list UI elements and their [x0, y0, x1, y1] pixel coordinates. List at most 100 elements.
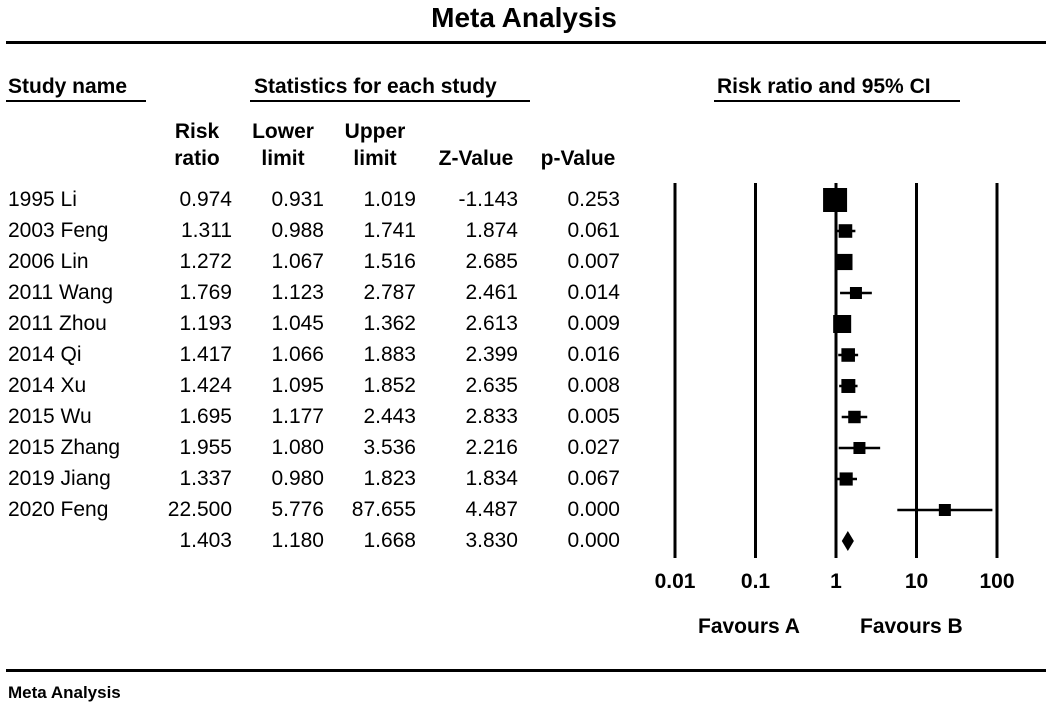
lower-limit-cell: 5.776: [271, 498, 324, 521]
upper-limit-column-header: Upper limit: [330, 118, 420, 172]
x-tick-label: 0.01: [654, 570, 696, 593]
study-name-header: Study name: [8, 75, 128, 98]
risk-ratio-cell: 1.193: [179, 312, 232, 335]
favours-a-label: Favours A: [698, 615, 800, 638]
p-value-cell: 0.027: [567, 436, 620, 459]
statistics-header: Statistics for each study: [254, 75, 497, 98]
z-value-cell: 1.834: [465, 467, 518, 490]
x-tick-label: 0.1: [740, 570, 771, 593]
risk-ratio-cell: 22.500: [167, 498, 232, 521]
z-value-cell: 2.613: [465, 312, 518, 335]
x-tick-label: 100: [979, 570, 1015, 593]
z-value-cell: 2.399: [465, 343, 518, 366]
risk-ratio-header-line1: Risk: [174, 120, 220, 143]
point-estimate-marker: [839, 472, 853, 486]
risk-ratio-column-header: Risk ratio: [152, 118, 242, 172]
lower-limit-cell: 0.988: [271, 219, 324, 242]
risk-ratio-cell: 1.769: [179, 281, 232, 304]
z-value-cell: 2.833: [465, 405, 518, 428]
point-estimate-marker: [841, 379, 856, 393]
p-value-cell: 0.061: [567, 219, 620, 242]
z-value-cell: 2.635: [465, 374, 518, 397]
study-name-cell: 2014 Qi: [8, 343, 82, 366]
upper-limit-header-line1: Upper: [344, 120, 406, 143]
p-value-cell: 0.008: [567, 374, 620, 397]
lower-limit-cell: 1.045: [271, 312, 324, 335]
lower-limit-header-line2: limit: [261, 147, 305, 170]
point-estimate-marker: [836, 253, 853, 271]
upper-limit-cell: 1.019: [363, 188, 416, 211]
upper-limit-cell: 2.443: [363, 405, 416, 428]
p-value-cell: 0.000: [567, 529, 620, 552]
lower-limit-cell: 1.066: [271, 343, 324, 366]
upper-limit-cell: 1.516: [363, 250, 416, 273]
z-value-cell: 2.461: [465, 281, 518, 304]
point-estimate-marker: [848, 410, 861, 424]
upper-limit-cell: 2.787: [363, 281, 416, 304]
p-value-cell: 0.009: [567, 312, 620, 335]
risk-ratio-cell: 1.955: [179, 436, 232, 459]
study-name-cell: 2011 Zhou: [8, 312, 107, 335]
x-tick-label: 1: [830, 570, 842, 593]
upper-limit-header-line2: limit: [353, 147, 397, 170]
z-value-cell: 2.216: [465, 436, 518, 459]
risk-ratio-cell: 1.403: [179, 529, 232, 552]
p-value-cell: 0.000: [567, 498, 620, 521]
footer-title: Meta Analysis: [8, 683, 121, 702]
z-value-cell: 3.830: [465, 529, 518, 552]
study-name-cell: 2020 Feng: [8, 498, 109, 521]
top-divider: [6, 41, 1046, 44]
study-name-cell: 2006 Lin: [8, 250, 89, 273]
p-value-cell: 0.014: [567, 281, 620, 304]
study-name-cell: 2011 Wang: [8, 281, 114, 304]
point-estimate-marker: [849, 287, 862, 299]
risk-ratio-cell: 1.424: [179, 374, 232, 397]
point-estimate-marker: [853, 442, 866, 454]
risk-ratio-ci-underline: [714, 100, 960, 102]
bottom-divider: [6, 669, 1046, 672]
point-estimate-marker: [841, 348, 855, 362]
lower-limit-cell: 1.067: [271, 250, 324, 273]
p-value-cell: 0.253: [567, 188, 620, 211]
study-name-cell: 2015 Wu: [8, 405, 92, 428]
point-estimate-marker: [833, 314, 852, 334]
study-name-cell: 1995 Li: [8, 188, 77, 211]
risk-ratio-cell: 0.974: [179, 188, 232, 211]
p-value-cell: 0.067: [567, 467, 620, 490]
p-value-cell: 0.016: [567, 343, 620, 366]
lower-limit-cell: 1.123: [271, 281, 324, 304]
study-name-cell: 2014 Xu: [8, 374, 87, 397]
z-value-cell: 4.487: [465, 498, 518, 521]
p-value-column-header: p-Value: [540, 147, 616, 170]
lower-limit-cell: 1.180: [271, 529, 324, 552]
risk-ratio-cell: 1.417: [179, 343, 232, 366]
lower-limit-header-line1: Lower: [252, 120, 314, 143]
lower-limit-column-header: Lower limit: [238, 118, 328, 172]
study-name-cell: 2003 Feng: [8, 219, 109, 242]
x-tick-label: 10: [904, 570, 929, 593]
upper-limit-cell: 87.655: [351, 498, 416, 521]
page-title: Meta Analysis: [431, 2, 617, 33]
upper-limit-cell: 3.536: [363, 436, 416, 459]
risk-ratio-cell: 1.311: [181, 219, 232, 242]
upper-limit-cell: 1.883: [363, 343, 416, 366]
point-estimate-marker: [823, 188, 848, 212]
p-value-cell: 0.005: [567, 405, 620, 428]
risk-ratio-ci-header: Risk ratio and 95% CI: [717, 75, 931, 98]
risk-ratio-cell: 1.272: [179, 250, 232, 273]
upper-limit-cell: 1.823: [363, 467, 416, 490]
z-value-column-header: Z-Value: [438, 147, 514, 170]
lower-limit-cell: 0.931: [271, 188, 324, 211]
point-estimate-marker: [838, 224, 853, 238]
study-name-cell: 2019 Jiang: [8, 467, 111, 490]
lower-limit-cell: 1.080: [271, 436, 324, 459]
z-value-cell: 1.874: [465, 219, 518, 242]
lower-limit-cell: 1.095: [271, 374, 324, 397]
upper-limit-cell: 1.362: [363, 312, 416, 335]
upper-limit-cell: 1.852: [363, 374, 416, 397]
upper-limit-cell: 1.668: [363, 529, 416, 552]
z-value-cell: 2.685: [465, 250, 518, 273]
summary-diamond: [841, 531, 854, 551]
lower-limit-cell: 0.980: [271, 467, 324, 490]
